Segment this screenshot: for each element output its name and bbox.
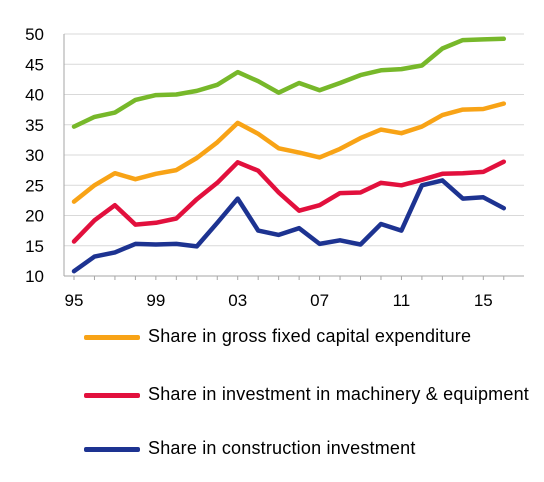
y-axis-tick-labels: 10 15 20 25 30 35 40 45 50 (25, 25, 44, 286)
y-tick-label: 35 (25, 116, 44, 135)
x-axis-tick-labels: 95 99 03 07 11 15 (65, 291, 493, 310)
gridlines (64, 33, 524, 277)
y-tick-label: 50 (25, 25, 44, 44)
y-tick-label: 30 (25, 146, 44, 165)
x-tick-label: 07 (310, 291, 329, 310)
x-tick-label: 15 (474, 291, 493, 310)
series-line-1 (71, 101, 507, 204)
series-line-3 (71, 178, 507, 274)
y-tick-label: 20 (25, 207, 44, 226)
line-chart: 10 15 20 25 30 35 40 45 50 95 99 03 07 11 15 (25, 25, 524, 310)
legend-label: Share in investment in machinery & equip… (148, 384, 529, 404)
y-tick-label: 15 (25, 237, 44, 256)
legend-swatch-orange (84, 335, 140, 340)
series-line-2 (71, 159, 507, 244)
legend-swatch-red (84, 393, 140, 398)
series-line-0 (71, 36, 507, 129)
series-lines (71, 36, 507, 274)
legend-swatch-blue (84, 447, 140, 452)
y-tick-label: 25 (25, 176, 44, 195)
x-tick-label: 95 (65, 291, 84, 310)
legend-label: Share in construction investment (148, 438, 416, 458)
axes (63, 34, 524, 280)
y-tick-label: 45 (25, 55, 44, 74)
x-tick-label: 99 (146, 291, 165, 310)
legend-label: Share in gross fixed capital expenditure (148, 326, 472, 346)
y-tick-label: 40 (25, 86, 44, 105)
y-tick-label: 10 (25, 267, 44, 286)
x-tick-label: 03 (228, 291, 247, 310)
x-tick-label: 11 (393, 291, 411, 310)
